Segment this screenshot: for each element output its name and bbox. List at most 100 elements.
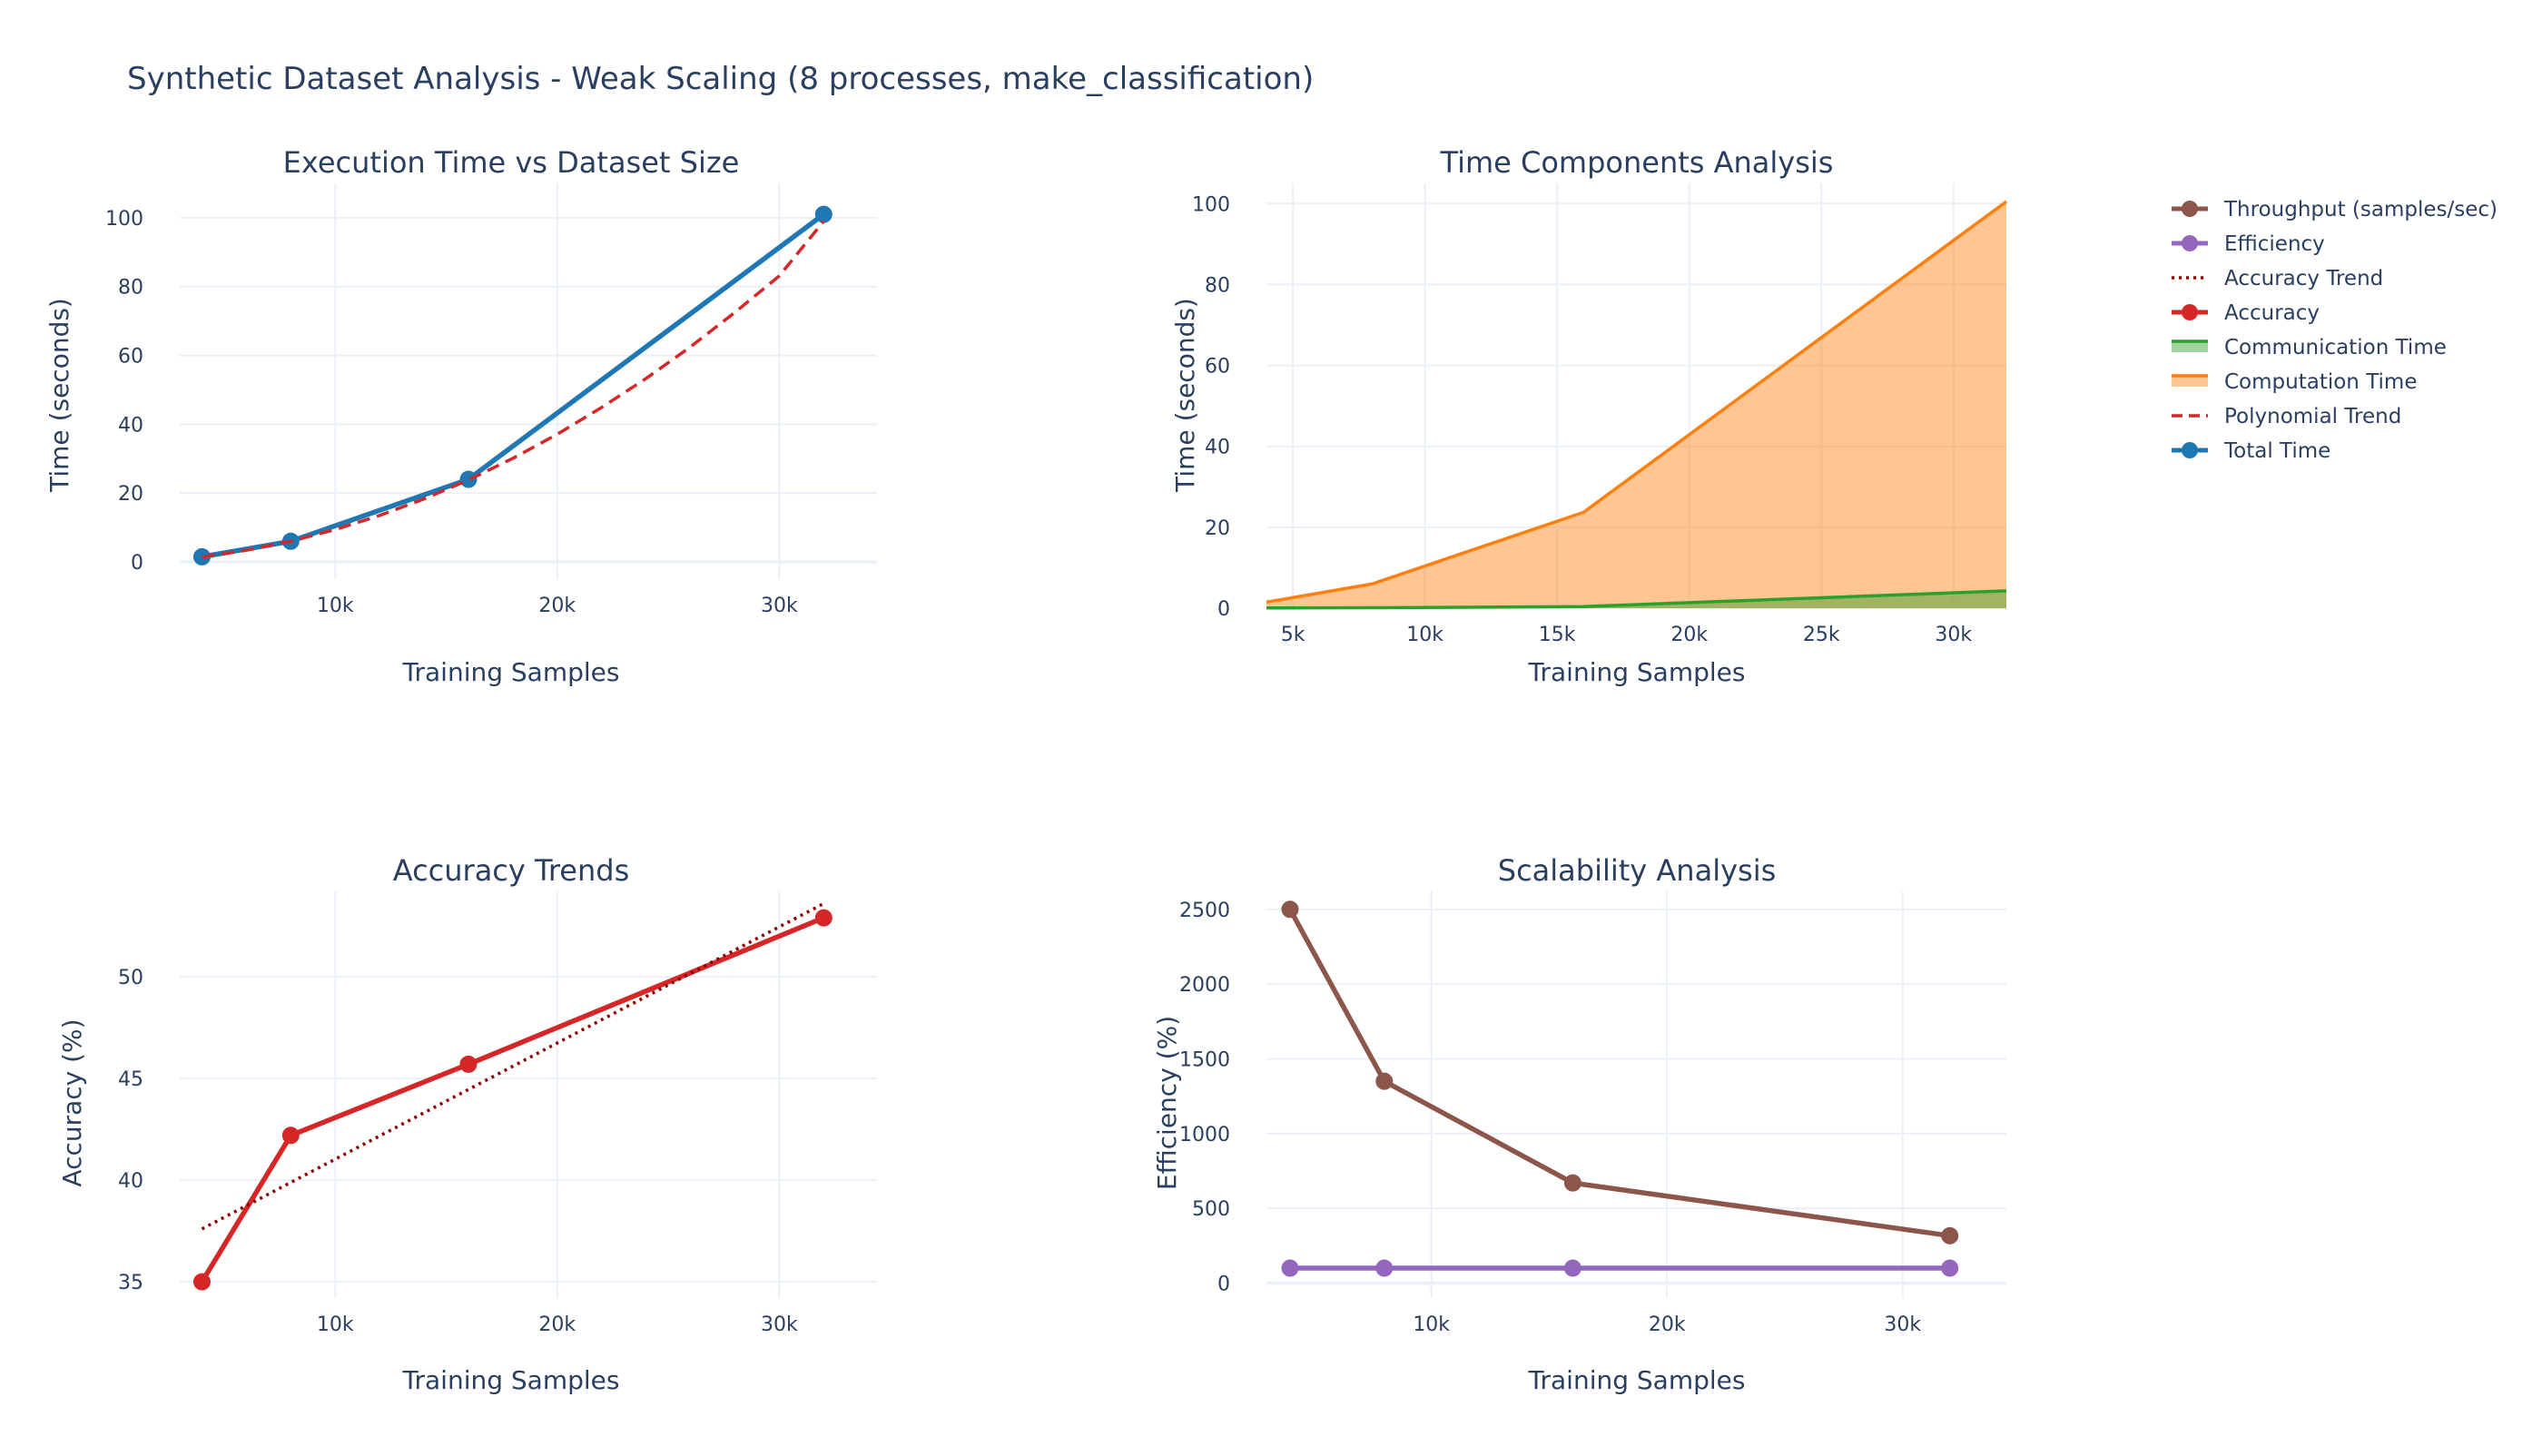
line-computation-time (1266, 200, 2008, 605)
legend-swatch-area (2172, 341, 2208, 352)
y-tick-label: 60 (1205, 356, 1230, 379)
legend-label: Communication Time (2224, 336, 2447, 359)
y-tick-label: 20 (1205, 517, 1230, 540)
legend-label: Throughput (samples/sec) (2223, 198, 2498, 221)
x-tick-label: 30k (761, 595, 798, 617)
y-axis-label: Accuracy (%) (57, 1018, 87, 1186)
y-tick-label: 35 (118, 1272, 143, 1294)
line-accuracy-trend (201, 901, 825, 1231)
legend-item-accuracy: Accuracy (2172, 301, 2320, 325)
x-axis-label: Training Samples (402, 1365, 620, 1395)
y-tick-label: 60 (118, 346, 143, 369)
subplot-title-accuracy-trends: Accuracy Trends (393, 853, 630, 888)
point-efficiency (1281, 1259, 1299, 1277)
legend-label: Accuracy Trend (2224, 267, 2383, 290)
x-tick-label: 10k (317, 1313, 354, 1336)
legend-label: Total Time (2223, 439, 2330, 463)
point-accuracy (459, 1055, 478, 1073)
point-accuracy (192, 1273, 211, 1291)
y-tick-label: 50 (118, 967, 143, 989)
panel-time-components: 5k 10k 15k 20k 25k 30k 0 20 40 60 80 100 Time Compo… (1170, 145, 2008, 687)
panel-scalability-analysis: 10k 20k 30k 0 500 1000 1500 2000 2500 Scalabilit… (1152, 853, 2006, 1395)
x-tick-label: 20k (538, 595, 576, 617)
legend-swatch-marker (2182, 304, 2198, 320)
x-tick-label: 30k (761, 1313, 798, 1336)
y-tick-label: 0 (1217, 598, 1230, 621)
point-throughput-samples-sec (1375, 1072, 1394, 1090)
grid-lines (180, 891, 877, 1298)
plot-area (1266, 200, 2008, 610)
y-tick-label: 1500 (1179, 1048, 1230, 1071)
x-axis-label: Training Samples (1528, 1365, 1746, 1395)
legend-label: Computation Time (2224, 370, 2417, 394)
line-accuracy (200, 915, 825, 1284)
legend-swatch-marker (2182, 235, 2198, 251)
legend-label: Polynomial Trend (2224, 405, 2401, 428)
x-tick-label: 10k (317, 595, 354, 617)
x-tick-label: 30k (1935, 624, 1972, 646)
point-throughput-samples-sec (1941, 1226, 1959, 1244)
y-tick-label: 1000 (1179, 1124, 1230, 1146)
x-tick-label: 5k (1281, 624, 1305, 646)
legend: Throughput (samples/sec) Efficiency Accura… (2172, 198, 2498, 463)
point-throughput-samples-sec (1281, 900, 1299, 919)
y-tick-label: 80 (1205, 274, 1230, 297)
legend-swatch-marker (2182, 442, 2198, 458)
legend-label: Accuracy (2224, 301, 2320, 325)
plot-area (192, 205, 833, 566)
x-tick-label: 25k (1803, 624, 1840, 646)
subplot-title-time-components: Time Components Analysis (1440, 145, 1834, 180)
point-total-time (814, 205, 833, 223)
y-tick-label: 45 (118, 1068, 143, 1091)
plot-area (1281, 900, 1959, 1277)
point-total-time (459, 470, 478, 488)
y-tick-label: 80 (118, 277, 143, 300)
point-efficiency (1941, 1259, 1959, 1277)
legend-item-accuracy-trend: Accuracy Trend (2172, 267, 2383, 290)
line-polynomial-trend (202, 220, 825, 559)
point-efficiency (1375, 1259, 1394, 1277)
x-tick-label: 20k (1649, 1313, 1686, 1336)
y-axis-label: Time (seconds) (1170, 298, 1200, 493)
y-tick-label: 2500 (1179, 900, 1230, 922)
axis-ticks: 10k 20k 30k 0 500 1000 1500 2000 2500 (1179, 900, 1921, 1336)
panel-execution-time: 10k 20k 30k 0 20 40 60 80 100 Execution Time vs … (44, 145, 877, 687)
x-tick-label: 20k (538, 1313, 576, 1336)
y-tick-label: 40 (1205, 437, 1230, 459)
line-throughput-samples-sec (1287, 908, 1951, 1239)
axis-ticks: 5k 10k 15k 20k 25k 30k 0 20 40 60 80 100 (1192, 193, 1972, 646)
legend-swatch-area (2172, 376, 2208, 387)
point-throughput-samples-sec (1563, 1174, 1581, 1192)
legend-label: Efficiency (2224, 232, 2325, 256)
y-tick-label: 40 (118, 414, 143, 437)
y-tick-label: 40 (118, 1170, 143, 1193)
x-axis-label: Training Samples (1528, 657, 1746, 687)
point-accuracy (814, 909, 833, 927)
subplot-title-scalability-analysis: Scalability Analysis (1498, 853, 1777, 888)
y-tick-label: 0 (1217, 1274, 1230, 1296)
x-tick-label: 10k (1406, 624, 1443, 646)
legend-item-efficiency: Efficiency (2172, 232, 2325, 256)
point-accuracy (281, 1126, 300, 1145)
axis-ticks: 10k 20k 30k 0 20 40 60 80 100 (105, 208, 798, 617)
x-tick-label: 20k (1670, 624, 1708, 646)
legend-item-communication-time: Communication Time (2172, 336, 2447, 359)
legend-item-throughput-samples-sec: Throughput (samples/sec) (2172, 198, 2498, 221)
x-tick-label: 15k (1539, 624, 1576, 646)
y-tick-label: 500 (1192, 1198, 1230, 1221)
subplot-title-execution-time: Execution Time vs Dataset Size (283, 145, 740, 180)
figure-title: Synthetic Dataset Analysis - Weak Scalin… (127, 61, 1314, 97)
grid-lines (1266, 183, 2006, 609)
legend-item-polynomial-trend: Polynomial Trend (2172, 405, 2401, 428)
line-communication-time (1266, 589, 2007, 610)
legend-swatch-marker (2182, 201, 2198, 217)
area-computation-time (1266, 202, 2006, 609)
legend-item-computation-time: Computation Time (2172, 370, 2417, 394)
legend-item-total-time: Total Time (2172, 439, 2330, 463)
y-tick-label: 0 (131, 552, 143, 575)
area-communication-time (1266, 590, 2006, 608)
axis-ticks: 10k 20k 30k 35 40 45 50 (118, 967, 798, 1336)
y-axis-label: Efficiency (%) (1152, 1016, 1182, 1190)
